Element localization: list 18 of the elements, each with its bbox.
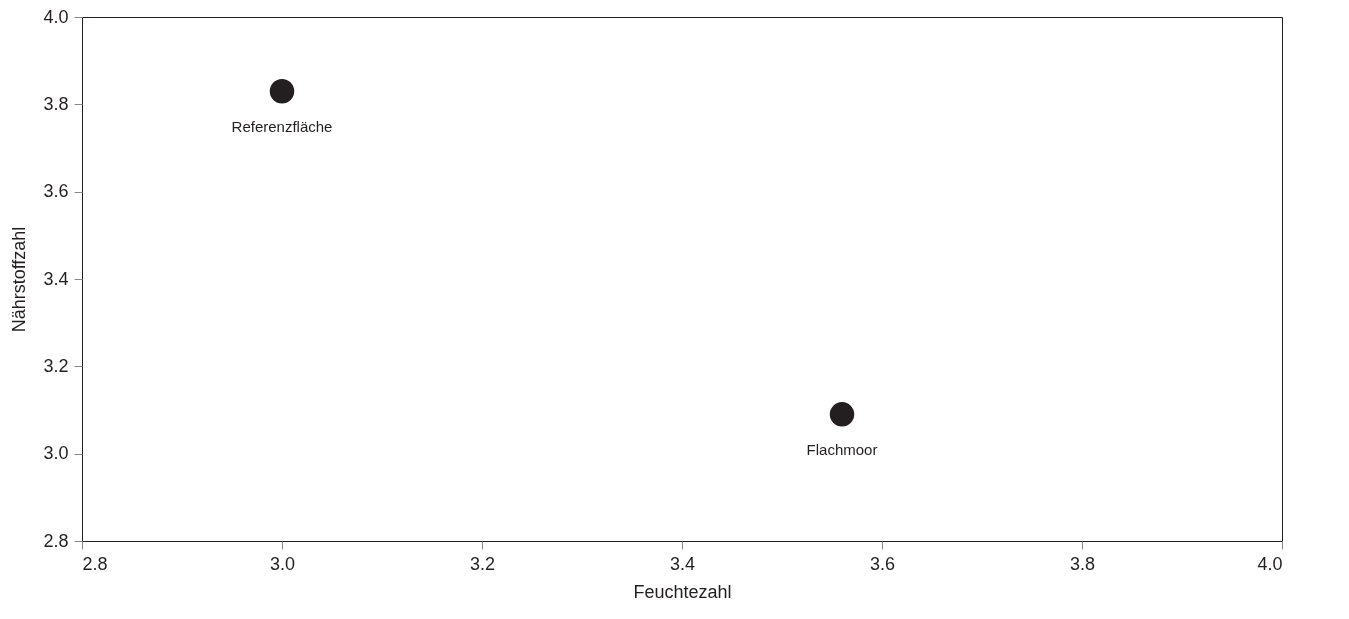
y-axis-title: Nährstoffzahl	[9, 226, 30, 333]
y-tick-label: 3.0	[43, 443, 69, 464]
series-label: Flachmoor	[806, 441, 878, 459]
x-tick-label: 3.4	[669, 553, 696, 574]
y-tick-label: 3.4	[43, 268, 69, 289]
y-tick-label: 3.8	[43, 93, 69, 114]
x-tick-label: 2.8	[82, 553, 108, 574]
y-tick-label: 4.0	[43, 6, 69, 27]
x-tick-label: 3.6	[869, 553, 896, 574]
x-tick-label: 3.8	[1069, 553, 1096, 574]
x-tick-label: 3.2	[469, 553, 496, 574]
y-tick-label: 3.2	[43, 355, 69, 376]
x-tick-label: 4.0	[1257, 553, 1283, 574]
y-tick-label: 2.8	[43, 530, 69, 551]
y-tick-label: 3.6	[43, 181, 69, 202]
series-label: Referenzfläche	[231, 118, 333, 136]
x-axis-title: Feuchtezahl	[633, 581, 732, 602]
x-tick-label: 3.0	[269, 553, 296, 574]
